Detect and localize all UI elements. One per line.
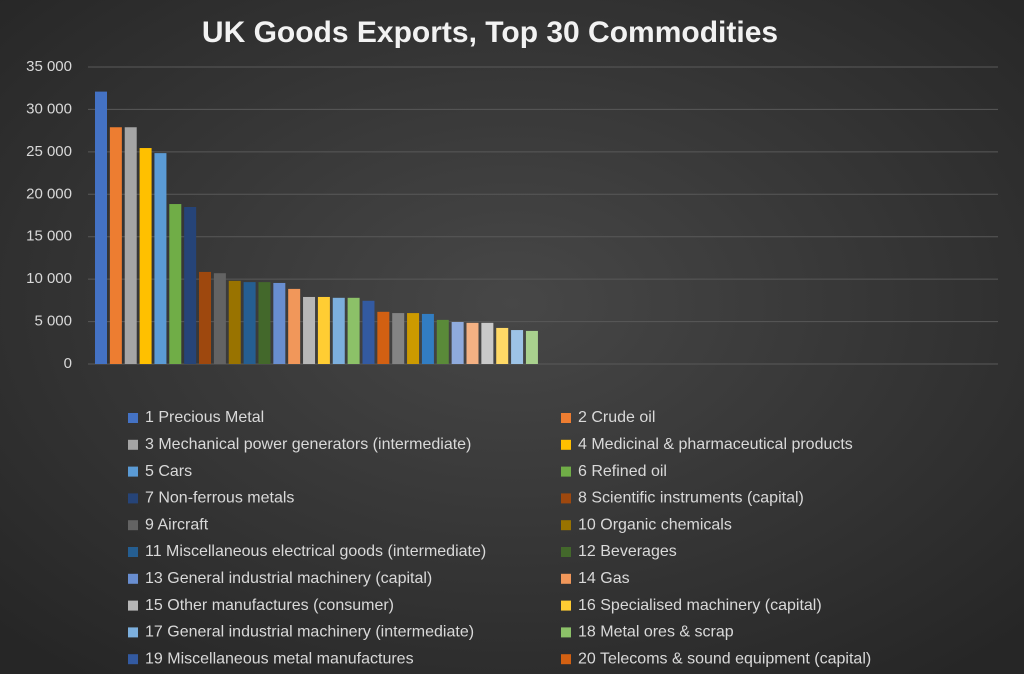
bar <box>124 127 137 365</box>
legend-label: 15 Other manufactures (consumer) <box>145 597 394 614</box>
bar <box>95 91 107 364</box>
bar <box>332 297 345 364</box>
bar <box>436 319 449 364</box>
legend-label: 11 Miscellaneous electrical goods (inter… <box>145 543 486 560</box>
bar <box>154 153 167 364</box>
bar <box>184 207 197 364</box>
y-tick-label: 35 000 <box>26 58 72 75</box>
legend-swatch <box>128 413 138 423</box>
bar <box>317 296 330 364</box>
y-tick-label: 15 000 <box>26 228 72 245</box>
legend-swatch <box>128 627 138 638</box>
legend-label: 4 Medicinal & pharmaceutical products <box>578 436 853 453</box>
bar <box>466 322 479 364</box>
bar <box>139 148 152 364</box>
y-tick-label: 25 000 <box>26 143 72 160</box>
bar <box>481 322 494 364</box>
y-tick-label: 30 000 <box>26 100 72 117</box>
legend-swatch <box>561 439 571 450</box>
bar <box>347 297 360 364</box>
legend-label: 8 Scientific instruments (capital) <box>578 490 804 507</box>
legend-swatch <box>561 654 571 665</box>
bar <box>109 127 122 365</box>
bar <box>303 296 316 364</box>
legend-swatch <box>561 627 571 638</box>
legend-label: 16 Specialised machinery (capital) <box>578 597 822 614</box>
legend-swatch <box>128 573 138 584</box>
bar <box>362 300 375 364</box>
bar <box>273 282 286 364</box>
legend-swatch <box>128 600 138 611</box>
legend-swatch <box>561 413 571 423</box>
bar <box>451 321 464 364</box>
bar <box>243 282 256 364</box>
legend-label: 18 Metal ores & scrap <box>578 624 734 641</box>
y-tick-label: 5 000 <box>34 313 72 330</box>
legend-swatch <box>128 520 138 531</box>
legend-label: 17 General industrial machinery (interme… <box>145 624 474 641</box>
legend-swatch <box>128 547 138 557</box>
bar <box>525 330 538 364</box>
y-tick-label: 10 000 <box>26 270 72 287</box>
legend-label: 12 Beverages <box>578 543 677 560</box>
legend-swatch <box>561 573 571 584</box>
bar <box>377 311 390 364</box>
legend-swatch <box>128 654 138 665</box>
bar <box>228 280 241 364</box>
bar <box>213 273 226 364</box>
bar <box>169 204 182 364</box>
bar <box>511 330 524 364</box>
legend-label: 20 Telecoms & sound equipment (capital) <box>578 650 871 667</box>
legend-swatch <box>561 547 571 557</box>
bar <box>392 313 405 364</box>
legend-swatch <box>561 466 571 477</box>
legend-label: 14 Gas <box>578 570 630 587</box>
legend-label: 5 Cars <box>145 463 192 480</box>
legend-swatch <box>561 600 571 611</box>
legend-label: 10 Organic chemicals <box>578 516 732 533</box>
bar <box>496 327 509 364</box>
bar <box>421 313 434 364</box>
y-tick-label: 20 000 <box>26 185 72 202</box>
legend-label: 9 Aircraft <box>145 516 209 533</box>
legend-label: 7 Non-ferrous metals <box>145 490 294 507</box>
legend-label: 3 Mechanical power generators (intermedi… <box>145 436 471 453</box>
legend-swatch <box>128 466 138 477</box>
bar <box>288 288 301 364</box>
legend-swatch <box>128 493 138 504</box>
legend-swatch <box>561 520 571 531</box>
legend-label: 6 Refined oil <box>578 463 667 480</box>
bar <box>199 271 212 364</box>
bar <box>258 282 271 364</box>
legend-swatch <box>561 493 571 504</box>
legend-label: 1 Precious Metal <box>145 409 264 426</box>
legend-label: 13 General industrial machinery (capital… <box>145 570 432 587</box>
legend-label: 19 Miscellaneous metal manufactures <box>145 650 414 667</box>
y-tick-label: 0 <box>64 355 72 372</box>
legend-swatch <box>128 439 138 450</box>
bar <box>407 313 420 364</box>
chart-title: UK Goods Exports, Top 30 Commodities <box>202 16 778 49</box>
legend-label: 2 Crude oil <box>578 409 655 426</box>
